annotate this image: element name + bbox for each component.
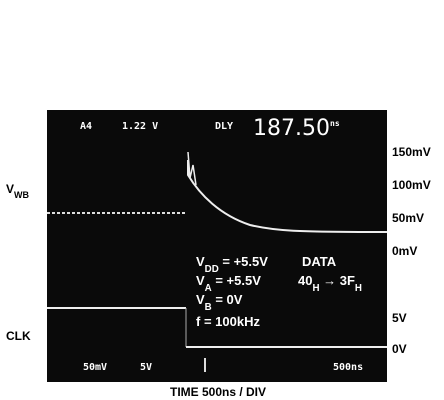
scope-screen [47, 110, 387, 382]
channel: A4 [80, 121, 92, 132]
data-label: DATA [302, 254, 337, 269]
caption: TIME 500ns / DIV [170, 385, 266, 399]
scale-label: 150mV [392, 145, 431, 159]
subscript: A [205, 283, 212, 294]
ch2-scale: 5V [140, 362, 152, 373]
delay-unit: ns [330, 119, 340, 128]
scale-label: 0mV [392, 244, 417, 258]
wb-label: VWB [6, 182, 30, 200]
text-run: V [6, 182, 14, 196]
text-run: → 3F [320, 273, 355, 288]
text-run: f = 100kHz [196, 314, 260, 329]
delay-value: 187.50 [253, 116, 330, 141]
text-run: = +5.5V [212, 273, 261, 288]
subscript: WB [14, 190, 29, 200]
subscript: B [205, 302, 212, 313]
delay-label: DLY [215, 121, 233, 132]
scale-label: 5V [392, 311, 407, 325]
scale-label: 50mV [392, 211, 424, 225]
subscript: H [355, 283, 362, 294]
subscript: H [312, 283, 319, 294]
clk-label: CLK [6, 329, 31, 343]
text-run: V [196, 292, 205, 307]
text-run: V [196, 273, 205, 288]
text-run: = +5.5V [219, 254, 268, 269]
level: 1.22 V [122, 121, 158, 132]
condition-line: f = 100kHz [196, 314, 260, 329]
scale-label: 0V [392, 342, 407, 356]
time-scale: 500ns [333, 362, 363, 373]
figure: A4 1.22 V DLY 187.50 ns 50mV 5V 500ns 15… [0, 0, 444, 400]
text-run: V [196, 254, 205, 269]
ch1-scale: 50mV [83, 362, 107, 373]
text-run: 40 [298, 273, 312, 288]
text-run: = 0V [212, 292, 243, 307]
scale-label: 100mV [392, 178, 431, 192]
